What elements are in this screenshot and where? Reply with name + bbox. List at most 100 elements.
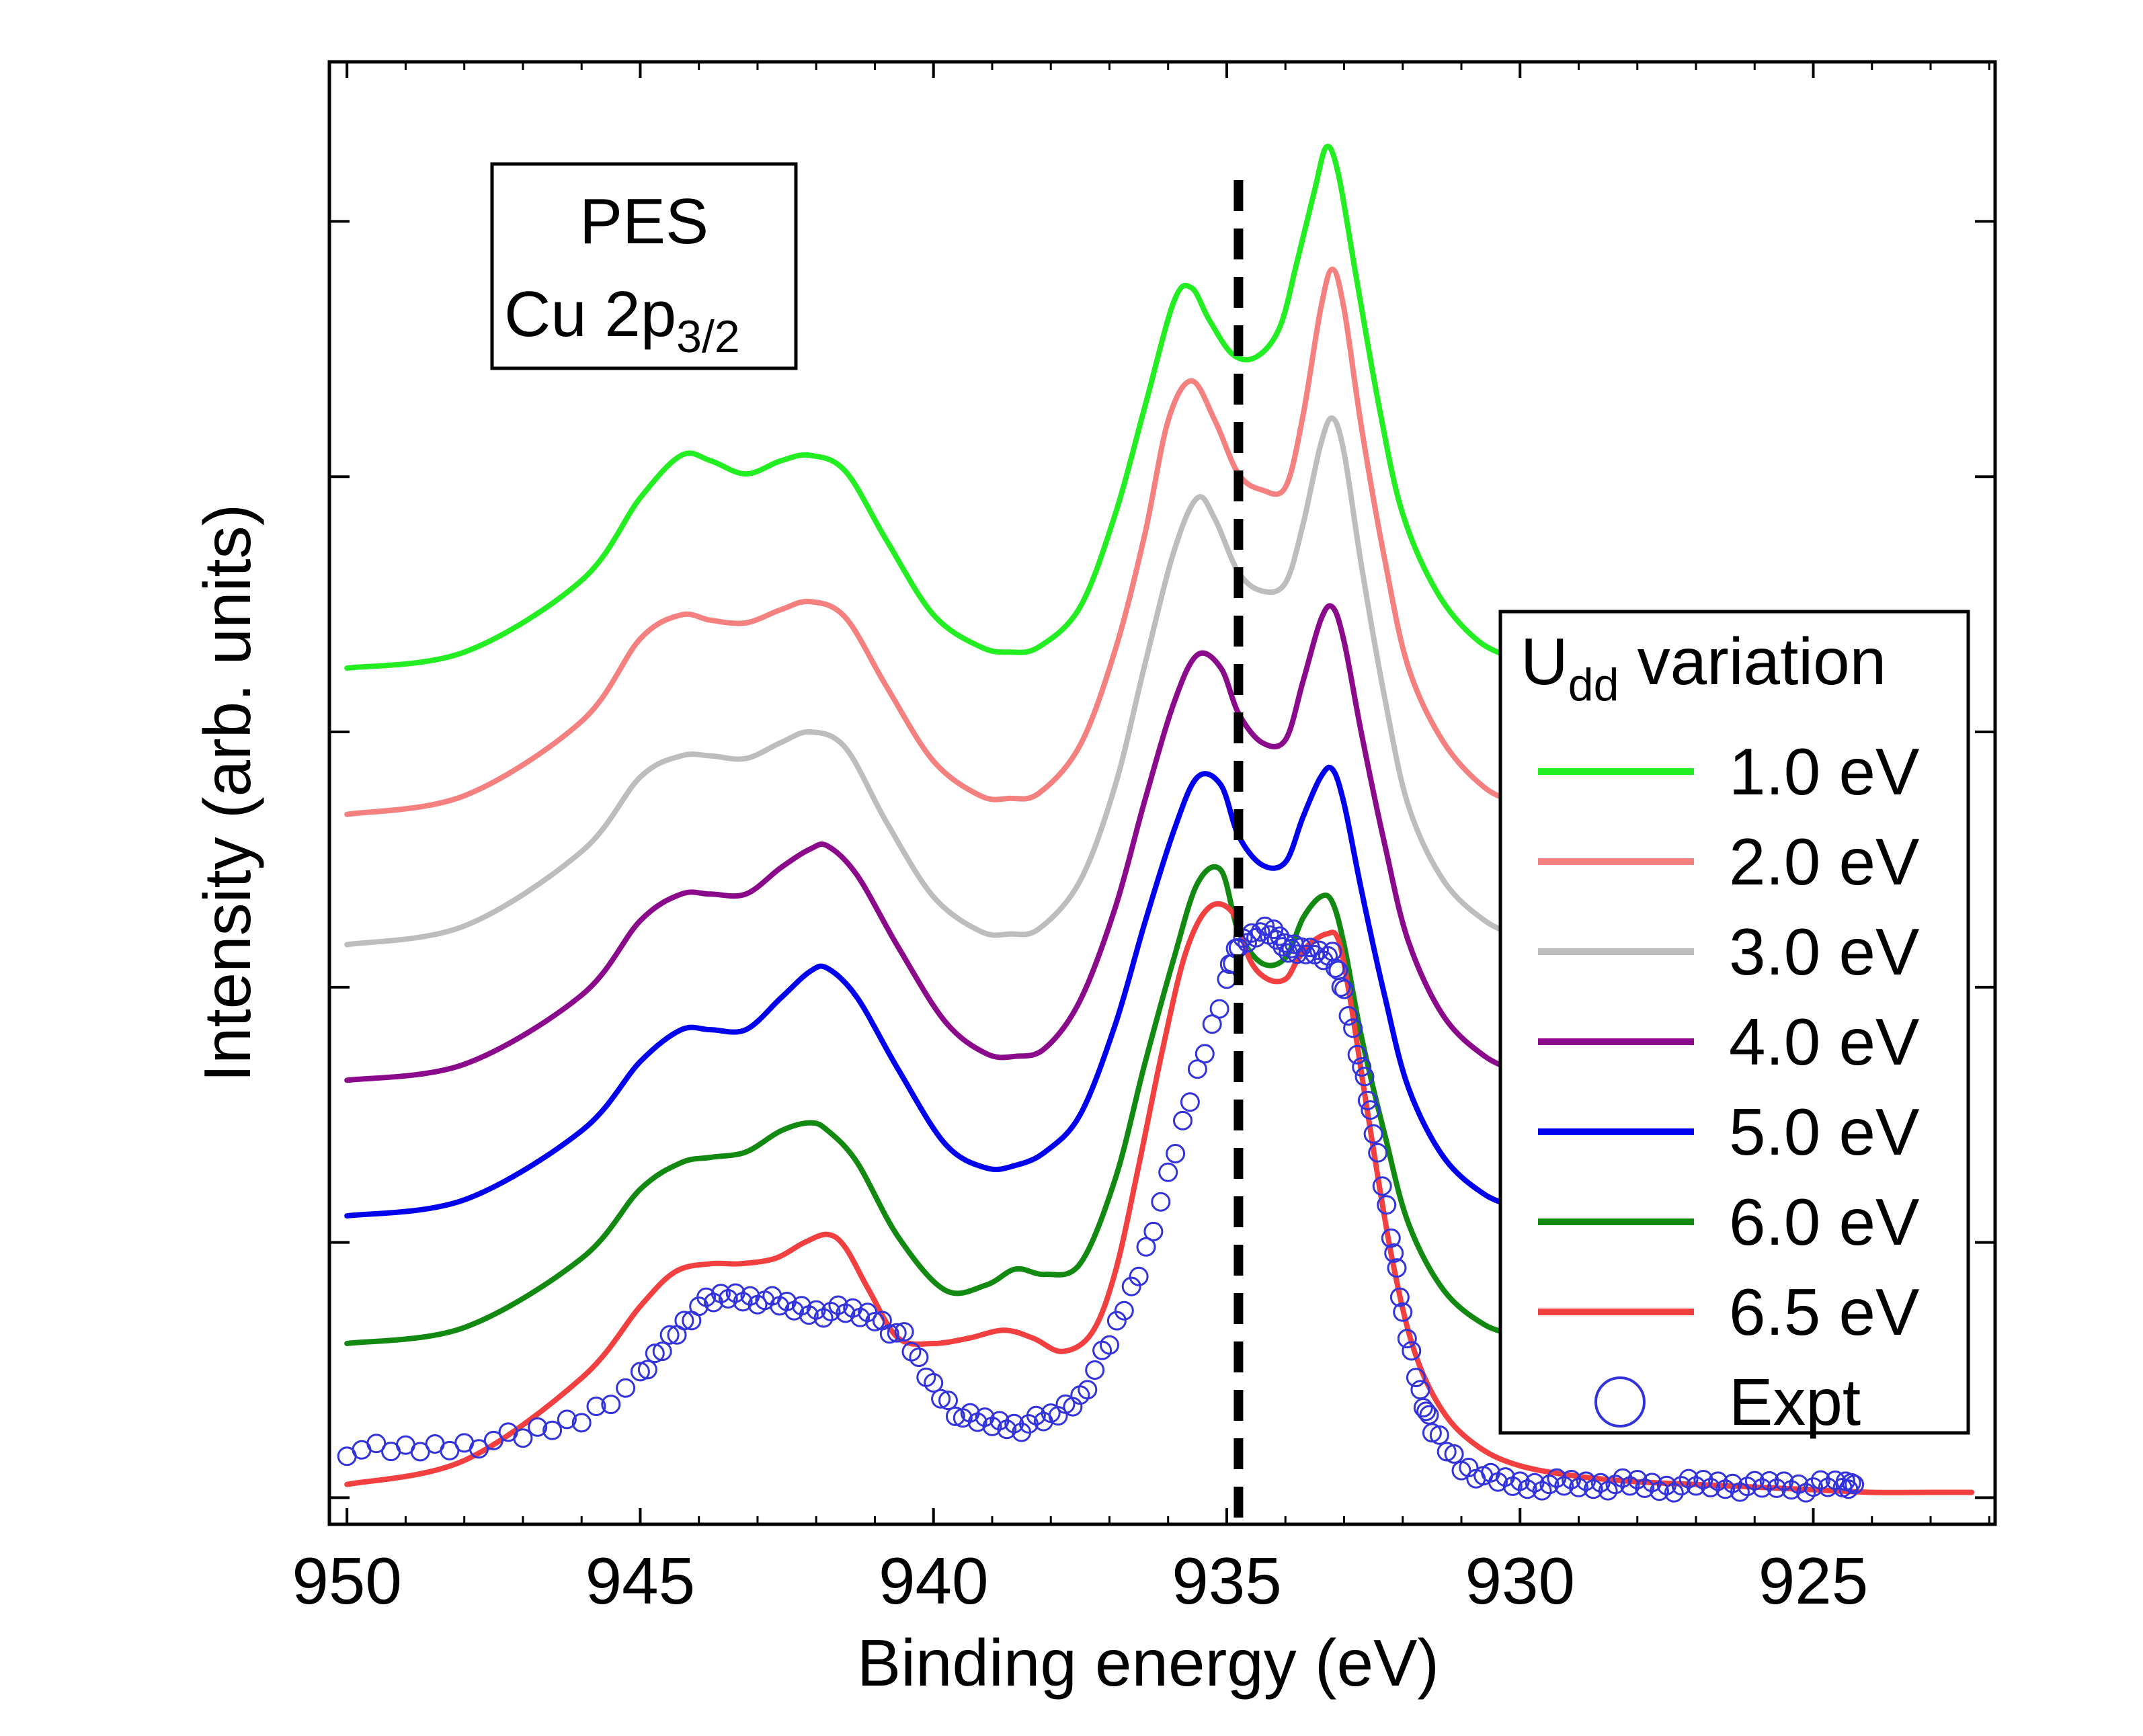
expt-point (1381, 1228, 1401, 1248)
expt-point (542, 1420, 563, 1440)
expt-point (1372, 1176, 1392, 1196)
expt-point (571, 1413, 592, 1433)
annotation-line2: Cu 2p3/2 (504, 278, 740, 362)
expt-point (616, 1378, 636, 1398)
expt-point (1085, 1360, 1105, 1380)
annotation-subscript: 3/2 (676, 311, 740, 362)
legend-title-main: U (1521, 624, 1568, 698)
expt-point (1325, 958, 1345, 978)
expt-point (410, 1442, 430, 1462)
legend-title-subscript: dd (1568, 659, 1619, 710)
expt-point (1331, 977, 1351, 997)
expt-point (1686, 1476, 1706, 1496)
expt-point (366, 1434, 387, 1454)
expt-point (1180, 1092, 1200, 1112)
expt-point (513, 1428, 533, 1448)
expt-point (1264, 919, 1284, 940)
expt-point (1583, 1479, 1603, 1499)
expt-point (1202, 1014, 1222, 1034)
expt-point (1270, 926, 1289, 946)
expt-point (909, 1348, 929, 1367)
legend-frame (1498, 610, 1970, 1435)
expt-point (1343, 1018, 1363, 1038)
expt-point (674, 1311, 694, 1331)
legend: Udd variation 1.0 eV 2.0 eV 3.0 eV 4.0 eV 5.… (1498, 610, 1970, 1439)
series-line-6-5-ev (344, 901, 1975, 1495)
expt-point (1334, 979, 1354, 999)
x-tick-label-925: 925 (1758, 1544, 1869, 1618)
expt-point (1539, 1475, 1560, 1495)
expt-point (1679, 1469, 1699, 1489)
legend-label-expt: Expt (1729, 1365, 1861, 1439)
expt-point (1100, 1335, 1119, 1355)
expt-point (1187, 1059, 1207, 1079)
expt-point (1361, 1100, 1381, 1120)
expt-point (1357, 1090, 1377, 1110)
series-line-3-0-ev (344, 415, 1523, 948)
expt-point (1845, 1475, 1865, 1495)
expt-point (1352, 1057, 1372, 1077)
expt-point (821, 1302, 841, 1321)
expt-point (1517, 1479, 1537, 1499)
x-tick-label-950: 950 (292, 1544, 402, 1618)
expt-point (630, 1362, 650, 1382)
expt-point (887, 1323, 907, 1343)
expt-point (1397, 1329, 1417, 1349)
expt-point (1354, 1067, 1375, 1087)
legend-marker-expt (1594, 1376, 1646, 1428)
expt-point (1402, 1341, 1422, 1361)
series-line-4-0-ev (344, 603, 1523, 1083)
axes: 950 945 940 935 930 925 (292, 60, 1997, 1618)
x-tick-label-930: 930 (1465, 1544, 1575, 1618)
expt-point (945, 1406, 965, 1426)
expt-point (1416, 1401, 1437, 1421)
expt-point (1767, 1478, 1787, 1498)
series-line-5-0-ev (344, 764, 1523, 1219)
series-line-2-0-ev (344, 266, 1523, 817)
legend-label-6-0-ev: 6.0 eV (1729, 1185, 1919, 1259)
expt-point (813, 1308, 834, 1328)
expt-point (637, 1360, 657, 1380)
legend-label-2-0-ev: 2.0 eV (1729, 825, 1919, 899)
expt-point (1444, 1444, 1464, 1464)
expt-point (879, 1324, 899, 1344)
expt-point (645, 1344, 665, 1364)
expt-point (1664, 1483, 1684, 1503)
expt-point (1368, 1143, 1388, 1163)
legend-label-5-0-ev: 5.0 eV (1729, 1095, 1919, 1169)
expt-point (1744, 1471, 1765, 1491)
expt-point (1166, 1144, 1186, 1163)
expt-point (1389, 1287, 1410, 1307)
expt-point (652, 1341, 672, 1362)
expt-point (1136, 1237, 1156, 1257)
expt-point (1569, 1477, 1588, 1497)
expt-point (601, 1395, 621, 1415)
expt-point (1384, 1243, 1404, 1263)
plot-frame (327, 60, 1997, 1526)
expt-point (1532, 1481, 1552, 1501)
annotation-main: Cu 2p (504, 278, 676, 350)
legend-label-3-0-ev: 3.0 eV (1729, 915, 1919, 989)
expt-point (1437, 1442, 1457, 1462)
expt-point (1143, 1221, 1164, 1241)
expt-point (1810, 1470, 1830, 1490)
legend-label-6-5-ev: 6.5 eV (1729, 1275, 1919, 1349)
annotation-line1: PES (579, 185, 709, 257)
x-axis-title: Binding energy (eV) (857, 1626, 1439, 1700)
y-axis-title: Intensity (arb. units) (190, 504, 264, 1083)
expt-point (1422, 1423, 1442, 1443)
expt-point (1841, 1473, 1861, 1493)
legend-label-4-0-ev: 4.0 eV (1729, 1005, 1919, 1079)
expt-point (1114, 1300, 1134, 1321)
expt-point (557, 1409, 577, 1430)
expt-point (1818, 1477, 1838, 1497)
x-tick-label-945: 945 (585, 1544, 696, 1618)
expt-point (894, 1322, 914, 1342)
expt-point (469, 1439, 489, 1459)
expt-point (586, 1397, 606, 1416)
x-tick-label-940: 940 (879, 1544, 989, 1618)
plot-area (337, 143, 1975, 1524)
x-tick-label-935: 935 (1172, 1544, 1282, 1618)
annotation-frame (490, 162, 798, 370)
expt-point (1393, 1302, 1413, 1322)
